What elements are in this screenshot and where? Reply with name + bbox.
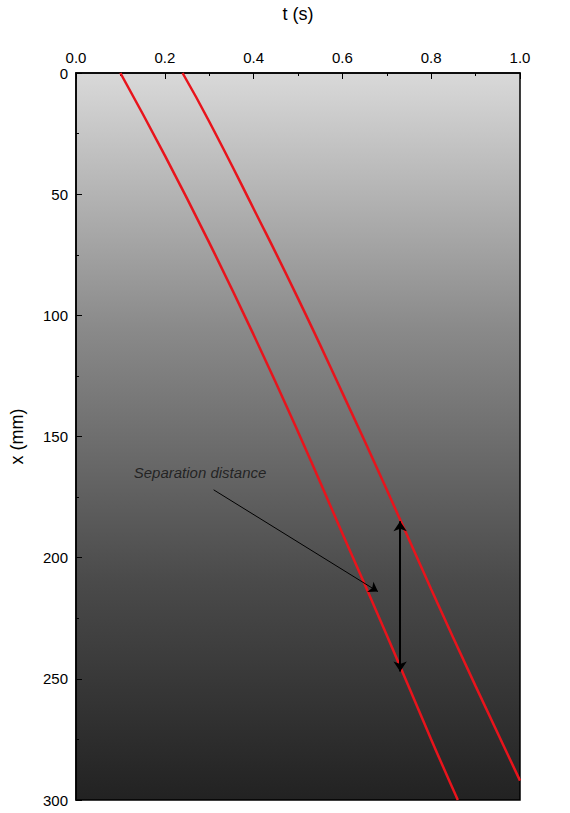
svg-text:t (s): t (s): [283, 4, 314, 24]
svg-text:0.4: 0.4: [243, 49, 264, 66]
svg-text:0.0: 0.0: [66, 49, 87, 66]
svg-text:0.8: 0.8: [421, 49, 442, 66]
svg-text:0: 0: [60, 65, 68, 82]
svg-text:150: 150: [43, 428, 68, 445]
svg-text:1.0: 1.0: [510, 49, 531, 66]
svg-text:100: 100: [43, 307, 68, 324]
svg-text:x (mm): x (mm): [7, 409, 27, 465]
svg-text:200: 200: [43, 549, 68, 566]
svg-text:0.6: 0.6: [332, 49, 353, 66]
svg-text:250: 250: [43, 670, 68, 687]
svg-text:300: 300: [43, 792, 68, 809]
svg-text:Separation distance: Separation distance: [134, 464, 267, 481]
svg-text:50: 50: [51, 186, 68, 203]
svg-text:0.2: 0.2: [154, 49, 175, 66]
